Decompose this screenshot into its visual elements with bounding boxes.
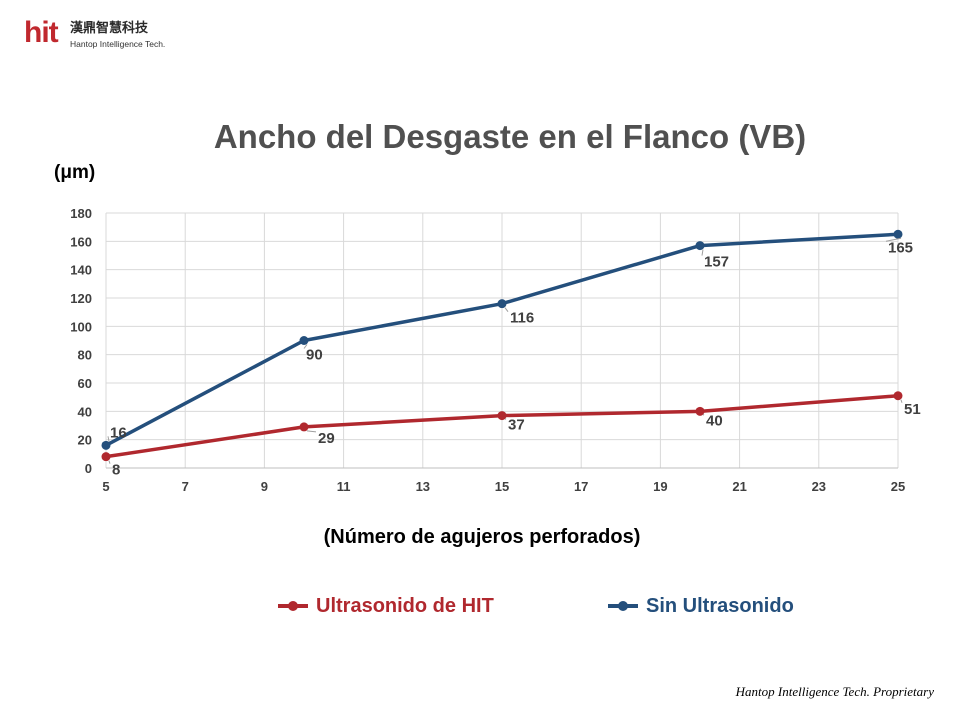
data-point-series-1 — [893, 391, 903, 401]
y-axis-unit-label: (μm) — [54, 162, 96, 183]
data-point-series-1 — [101, 452, 111, 462]
x-axis-title: (Número de agujeros perforados) — [323, 526, 641, 548]
legend-label-series-1: Ultrasonido de HIT — [316, 594, 494, 617]
y-tick-label: 80 — [78, 348, 92, 363]
y-tick-label: 0 — [85, 461, 92, 476]
company-name-cn: 漢鼎智慧科技 — [70, 21, 149, 36]
y-tick-label: 100 — [70, 319, 92, 334]
logo-mark: hit — [24, 16, 59, 49]
y-tick-label: 160 — [70, 234, 92, 249]
x-tick-label: 11 — [337, 479, 351, 494]
data-point-series-2 — [497, 299, 507, 309]
data-label-series-1: 29 — [318, 430, 335, 447]
data-label-series-2: 116 — [510, 310, 534, 327]
y-tick-label: 40 — [78, 404, 92, 419]
x-tick-label: 5 — [102, 479, 109, 494]
legend-marker-series-1 — [278, 595, 308, 617]
x-tick-label: 15 — [495, 479, 509, 494]
data-label-leader — [701, 249, 704, 256]
y-tick-label: 60 — [78, 376, 92, 391]
x-tick-label: 23 — [812, 479, 826, 494]
x-tick-label: 25 — [891, 479, 905, 494]
x-tick-label: 13 — [416, 479, 430, 494]
data-point-series-2 — [695, 241, 705, 251]
data-point-series-2 — [893, 229, 903, 239]
data-label-series-2: 165 — [888, 239, 913, 256]
x-tick-label: 9 — [261, 479, 268, 494]
y-tick-label: 120 — [70, 291, 92, 306]
y-tick-label: 140 — [70, 263, 92, 278]
data-label-series-1: 40 — [706, 412, 723, 429]
company-name-en: Hantop Intelligence Tech. — [70, 39, 166, 49]
data-label-leader — [108, 460, 111, 464]
legend-item-series-2: Sin Ultrasonido — [608, 593, 794, 619]
data-label-leader — [107, 436, 110, 442]
legend-label-series-2: Sin Ultrasonido — [646, 594, 794, 617]
data-label-series-1: 51 — [904, 401, 921, 418]
data-label-leader — [885, 237, 902, 242]
data-label-leader — [900, 399, 903, 403]
data-label-series-2: 157 — [704, 254, 729, 271]
data-label-series-1: 37 — [508, 417, 525, 434]
x-tick-label: 17 — [574, 479, 588, 494]
data-label-leader — [504, 418, 507, 420]
data-label-leader — [702, 413, 705, 416]
legend-item-series-1: Ultrasonido de HIT — [278, 593, 494, 619]
x-tick-label: 21 — [732, 479, 746, 494]
data-point-series-2 — [101, 440, 111, 450]
data-label-leader — [504, 307, 509, 312]
data-point-series-1 — [299, 422, 309, 432]
data-label-series-2: 90 — [306, 347, 323, 364]
y-tick-label: 180 — [70, 206, 92, 221]
legend-marker-series-2 — [608, 595, 638, 617]
data-point-series-2 — [299, 336, 309, 345]
data-point-series-1 — [497, 411, 507, 421]
x-tick-label: 7 — [182, 479, 189, 494]
y-tick-label: 20 — [78, 433, 92, 448]
data-label-leader — [303, 344, 308, 349]
data-label-series-1: 8 — [112, 462, 120, 479]
data-label-leader — [306, 430, 317, 433]
chart-title: Ancho del Desgaste en el Flanco (VB) — [213, 118, 807, 155]
data-label-series-2: 16 — [110, 424, 127, 441]
x-tick-label: 19 — [653, 479, 667, 494]
footer-proprietary-note: Hantop Intelligence Tech. Proprietary — [735, 684, 934, 699]
data-point-series-1 — [695, 406, 705, 416]
